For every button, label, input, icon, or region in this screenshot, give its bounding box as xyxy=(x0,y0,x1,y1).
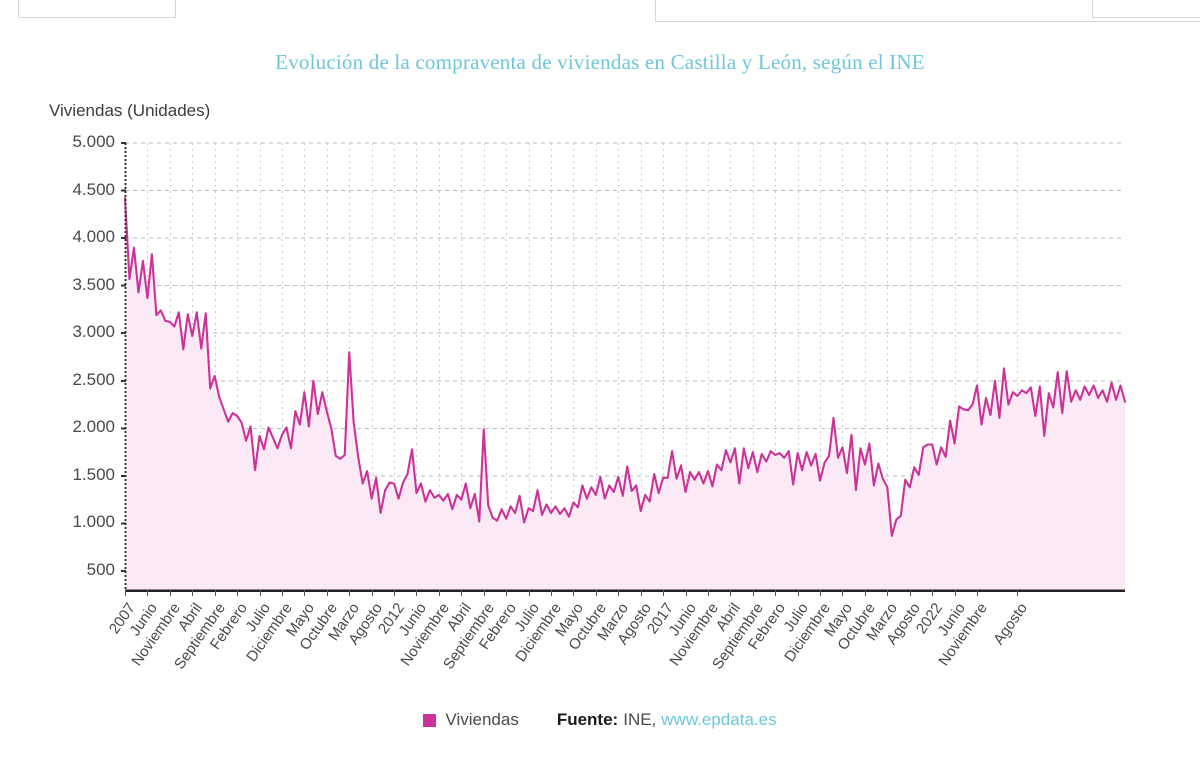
source-link[interactable]: www.epdata.es xyxy=(661,710,777,729)
top-ui-box-left xyxy=(18,0,176,18)
chart-axes xyxy=(121,142,1125,596)
source-attribution: Fuente: INE, www.epdata.es xyxy=(557,710,777,730)
y-tick-label: 2.500 xyxy=(72,369,115,389)
y-tick-label: 3.500 xyxy=(72,274,115,294)
top-ui-box-center xyxy=(655,0,1200,22)
y-tick-label: 1.500 xyxy=(72,464,115,484)
legend-swatch-icon xyxy=(423,713,437,727)
y-tick-label: 1.000 xyxy=(72,512,115,532)
y-tick-label: 4.500 xyxy=(72,179,115,199)
page-title: Evolución de la compraventa de viviendas… xyxy=(275,50,925,74)
legend-item-viviendas[interactable]: Viviendas xyxy=(423,710,519,730)
y-axis-tick-labels: 500 1.000 1.500 2.000 2.500 3.000 3.500 4.000 4.… xyxy=(43,0,115,760)
legend-label: Viviendas xyxy=(445,710,519,729)
source-name: INE, xyxy=(623,710,657,729)
y-tick-label: 5.000 xyxy=(72,132,115,151)
source-label: Fuente: xyxy=(556,710,619,729)
y-tick-label: 3.000 xyxy=(72,322,115,342)
y-axis-title: Viviendas (Unidades) xyxy=(49,101,211,120)
series-line-viviendas xyxy=(123,197,1127,537)
y-tick-label: 4.000 xyxy=(72,227,115,247)
top-ui-strip xyxy=(0,0,1200,22)
y-tick-label: 2.000 xyxy=(72,417,115,437)
series-area-fill xyxy=(125,198,1125,590)
y-tick-label: 500 xyxy=(86,560,115,579)
chart-footer: Viviendas Fuente: INE, www.epdata.es xyxy=(0,710,1200,730)
chart-series-layer xyxy=(123,197,1127,590)
top-ui-box-right xyxy=(1092,0,1200,18)
